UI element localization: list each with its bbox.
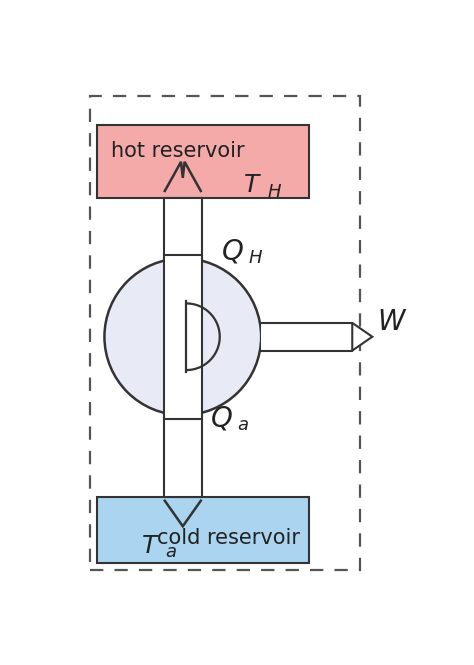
Text: cold reservoir: cold reservoir — [157, 528, 300, 548]
Bar — [90, 96, 360, 570]
Text: $\mathit{T}$: $\mathit{T}$ — [141, 534, 160, 559]
Bar — [97, 497, 309, 563]
Text: $\mathit{W}$: $\mathit{W}$ — [377, 308, 408, 336]
Text: $a$: $a$ — [237, 416, 249, 434]
Text: $H$: $H$ — [248, 249, 264, 267]
Polygon shape — [352, 323, 372, 350]
Bar — [97, 126, 309, 198]
Text: $\mathit{H}$: $\mathit{H}$ — [266, 183, 282, 201]
Bar — [164, 198, 202, 497]
Text: $Q$: $Q$ — [210, 405, 233, 433]
Text: hot reservoir: hot reservoir — [110, 141, 244, 161]
Circle shape — [104, 259, 261, 415]
Text: $\mathit{T}$: $\mathit{T}$ — [243, 174, 262, 198]
Text: $Q$: $Q$ — [221, 237, 244, 265]
Bar — [261, 323, 352, 350]
Bar — [164, 255, 202, 419]
Text: $\mathit{a}$: $\mathit{a}$ — [164, 543, 176, 561]
